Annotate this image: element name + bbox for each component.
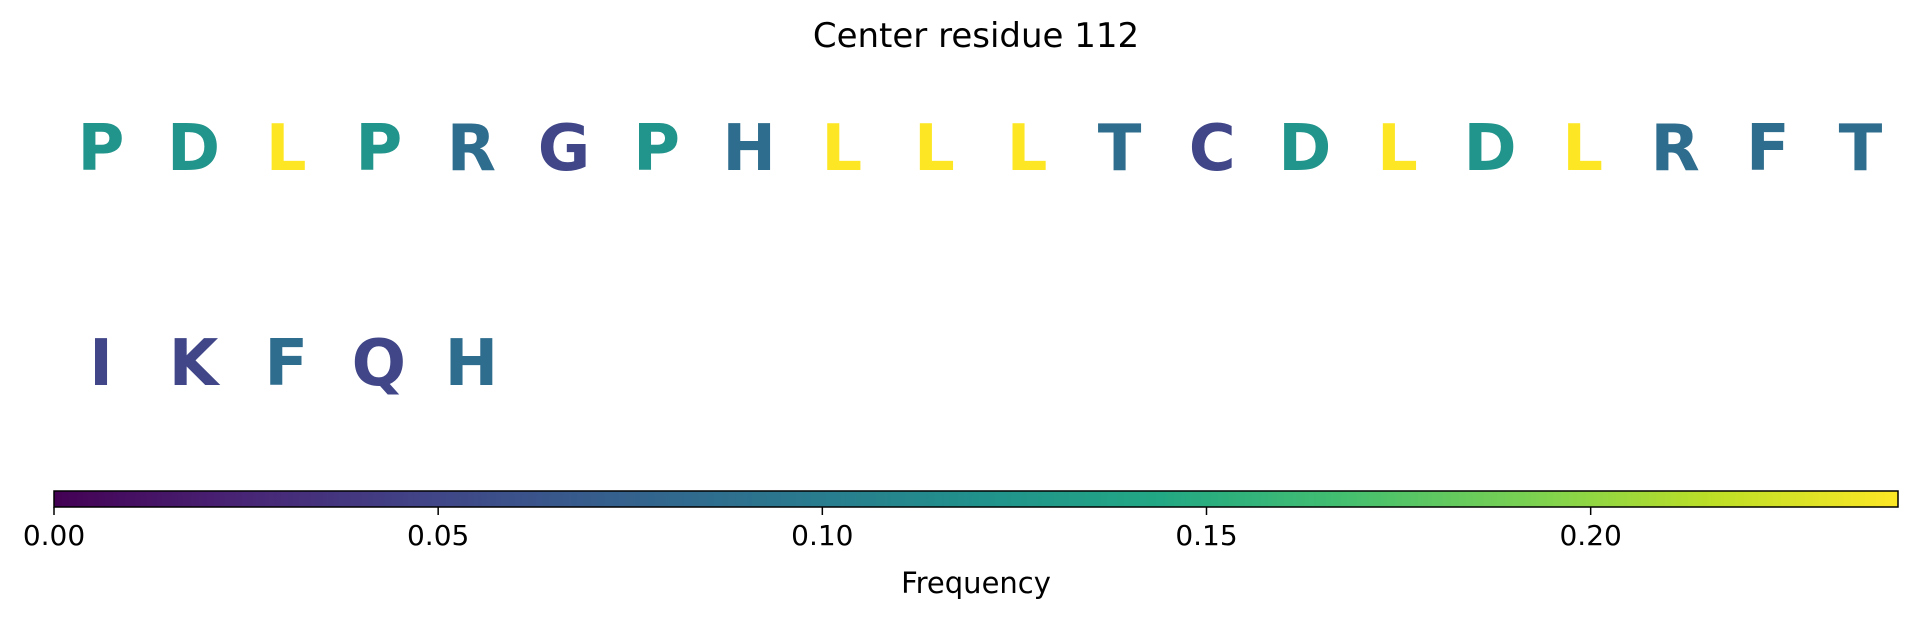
residue-letter: L <box>266 112 307 186</box>
colorbar-tick-label: 0.10 <box>791 519 853 552</box>
residue-letter: H <box>445 327 499 401</box>
residue-letter: I <box>89 327 113 401</box>
residue-letter: D <box>1278 112 1331 186</box>
residue-letter: K <box>169 327 221 401</box>
residue-letter: F <box>1746 112 1790 186</box>
residue-letter: P <box>78 112 125 186</box>
colorbar-tick-label: 0.15 <box>1175 519 1237 552</box>
residue-letter: T <box>1839 112 1883 186</box>
residue-letter: L <box>1562 112 1603 186</box>
residue-letter: P <box>355 112 402 186</box>
residue-letter: G <box>538 112 591 186</box>
residue-letter: L <box>914 112 955 186</box>
residue-letter: Q <box>352 327 406 401</box>
residue-letter: T <box>1098 112 1142 186</box>
colorbar-ticks: 0.00 0.05 0.10 0.15 0.20 <box>23 507 1622 552</box>
residue-letter: P <box>633 112 680 186</box>
residue-grid: P D L P R G P H L L L T C D L D L R F TI K F Q H <box>78 112 1883 401</box>
residue-letter: H <box>722 112 776 186</box>
residue-letter: C <box>1189 112 1236 186</box>
residue-letter: F <box>264 327 308 401</box>
colorbar-tick-label: 0.20 <box>1559 519 1621 552</box>
colorbar-tick-label: 0.05 <box>407 519 469 552</box>
colorbar-tick-label: 0.00 <box>23 519 85 552</box>
colorbar-label: Frequency <box>901 566 1051 600</box>
residue-letter: L <box>1377 112 1418 186</box>
residue-letter: R <box>1651 112 1700 186</box>
residue-letter: D <box>167 112 220 186</box>
colorbar: 0.00 0.05 0.10 0.15 0.20 <box>23 490 1899 552</box>
residue-letter: L <box>821 112 862 186</box>
residue-letter: D <box>1463 112 1516 186</box>
colorbar-gradient <box>53 490 1899 508</box>
chart-title: Center residue 112 <box>813 16 1139 56</box>
residue-letter: R <box>447 112 496 186</box>
residue-letter: L <box>1007 112 1048 186</box>
